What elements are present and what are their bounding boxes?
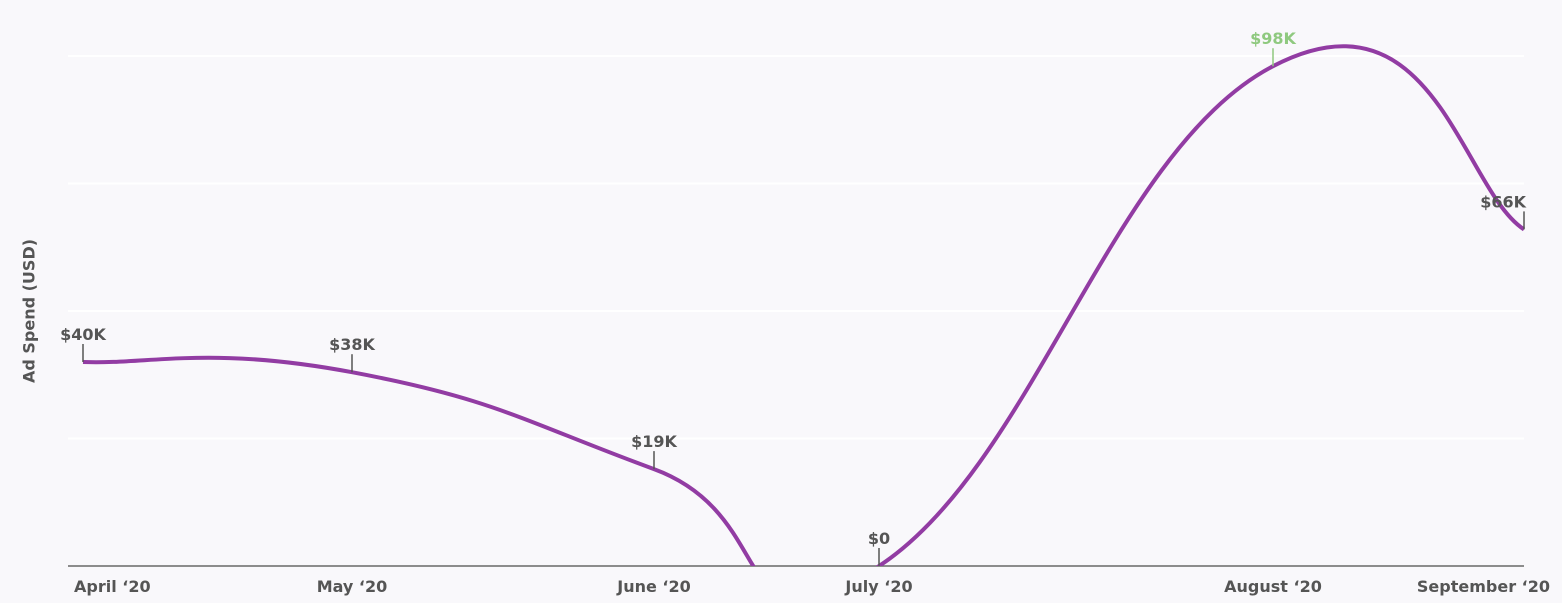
value-label: $40K [60, 325, 106, 344]
y-axis-label: Ad Spend (USD) [20, 239, 39, 383]
x-tick-label: June ‘20 [616, 577, 691, 596]
x-tick-label: July ‘20 [844, 577, 912, 596]
x-tick-label: September ‘20 [1417, 577, 1550, 596]
value-label: $19K [631, 432, 677, 451]
line [82, 44, 1526, 566]
value-label: $66K [1480, 192, 1526, 211]
x-tick-label: August ‘20 [1224, 577, 1322, 596]
value-label: $38K [329, 335, 375, 354]
value-label: $98K [1250, 29, 1296, 48]
value-label: $0 [868, 529, 890, 548]
x-tick-label: May ‘20 [317, 577, 388, 596]
x-tick-label: April ‘20 [74, 577, 151, 596]
